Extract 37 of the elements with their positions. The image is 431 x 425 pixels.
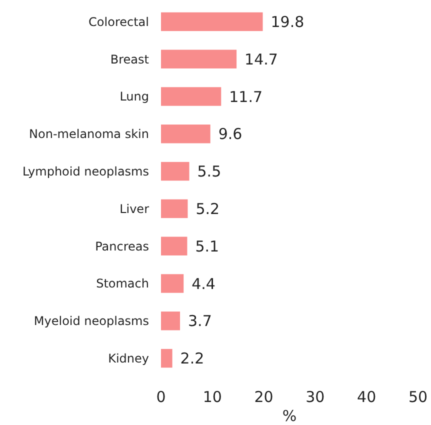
y-tick-label: Lymphoid neoplasms (22, 164, 149, 178)
bar (161, 124, 210, 144)
y-tick-label: Lung (120, 90, 149, 104)
data-label: 3.7 (188, 312, 212, 330)
x-tick-label: 20 (254, 388, 274, 406)
y-tick-label: Non-melanoma skin (29, 127, 149, 142)
y-tick-label: Colorectal (88, 14, 149, 29)
bar (161, 274, 184, 293)
data-label: 14.7 (244, 50, 278, 68)
x-axis-title: % (282, 407, 297, 425)
bar (161, 199, 188, 218)
bar (161, 162, 190, 181)
data-label: 5.2 (196, 200, 220, 218)
x-tick-label: 30 (306, 388, 325, 406)
bar (161, 236, 188, 256)
y-tick-label: Liver (120, 202, 150, 216)
bar (161, 87, 222, 106)
x-tick-label: 40 (357, 388, 376, 406)
data-label: 11.7 (229, 88, 263, 106)
data-label: 2.2 (180, 350, 204, 368)
x-tick-label: 50 (408, 388, 428, 406)
y-tick-label: Kidney (108, 352, 149, 366)
x-tick-label: 0 (156, 388, 166, 406)
data-label: 4.4 (192, 274, 216, 293)
bar (161, 12, 263, 32)
bar (161, 348, 172, 368)
data-label: 9.6 (218, 125, 242, 144)
bar (161, 50, 237, 68)
y-tick-label: Pancreas (95, 239, 149, 254)
bar (161, 312, 180, 330)
data-label: 19.8 (270, 12, 304, 31)
data-label: 5.1 (195, 237, 220, 256)
y-tick-label: Breast (110, 52, 150, 66)
y-tick-label: Myeloid neoplasms (34, 314, 149, 328)
data-label: 5.5 (197, 162, 222, 181)
y-tick-label: Stomach (96, 276, 149, 291)
x-tick-label: 10 (202, 388, 222, 406)
